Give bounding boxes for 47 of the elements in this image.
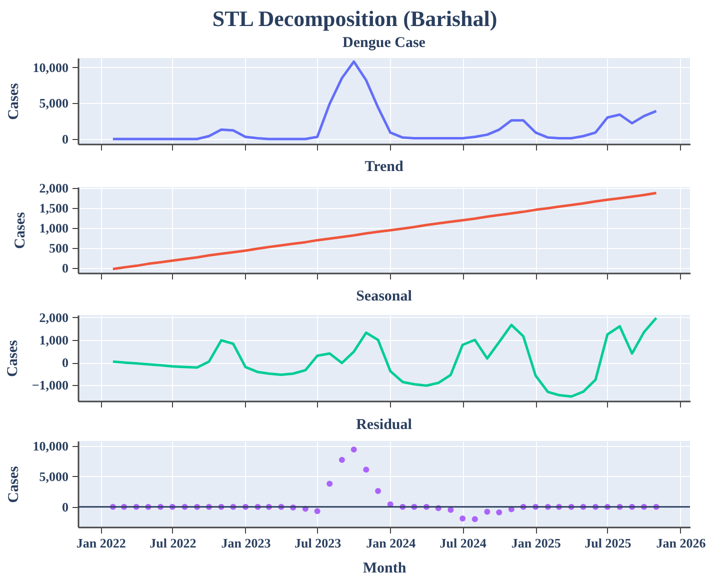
x-tick-label: Jul 2025 (584, 536, 632, 550)
y-tick-label: 0 (62, 355, 68, 370)
point (460, 515, 466, 522)
y-axis-title: Cases (6, 83, 22, 120)
x-tick-label: Jan 2026 (656, 536, 706, 550)
y-tick-label: 1,000 (39, 220, 68, 236)
y-tick-label: 1,000 (39, 332, 68, 348)
chart-subtitle: Dengue Case (342, 35, 426, 51)
x-tick-label: Jul 2023 (294, 536, 342, 550)
point (350, 446, 357, 453)
y-tick-label: −1,000 (32, 378, 68, 393)
y-axis-title: Cases (4, 340, 21, 377)
y-axis-title: Cases (12, 212, 28, 249)
x-tick-label: Jan 2022 (76, 536, 126, 550)
y-tick-label: 10,000 (32, 60, 68, 75)
chart-title: Seasonal (356, 288, 412, 304)
chart-title: Residual (356, 416, 412, 433)
x-tick-label: Jul 2022 (150, 536, 196, 550)
line-series (112, 192, 658, 270)
y-tick-label: 0 (62, 260, 68, 276)
line-series (112, 316, 658, 398)
x-tick-label: Jan 2025 (511, 536, 562, 550)
point (375, 488, 382, 494)
y-tick-label: 2,000 (39, 310, 68, 325)
y-tick-label: 1,500 (39, 200, 68, 216)
point (472, 516, 478, 522)
y-tick-label: 0 (62, 499, 68, 514)
y-tick-label: 5,000 (39, 468, 68, 484)
point (326, 480, 333, 487)
y-tick-label: 10,000 (32, 438, 68, 454)
chart-title: STL Decomposition (Barishal) (212, 6, 498, 31)
y-tick-label: 2,000 (39, 180, 68, 196)
point (338, 456, 345, 463)
y-axis-title: Cases (6, 466, 22, 503)
y-tick-label: 0 (62, 131, 68, 146)
point (484, 508, 490, 515)
point (496, 509, 502, 516)
chart-title: Trend (364, 159, 404, 176)
y-tick-label: 500 (49, 240, 68, 256)
x-axis-title: Month (362, 560, 407, 576)
line-series (112, 60, 658, 140)
x-tick-label: Jan 2024 (366, 536, 416, 550)
x-tick-label: Jul 2024 (440, 536, 487, 550)
x-tick-label: Jan 2023 (221, 536, 272, 550)
y-tick-label: 5,000 (39, 96, 68, 111)
point (314, 508, 320, 514)
point (363, 466, 370, 473)
